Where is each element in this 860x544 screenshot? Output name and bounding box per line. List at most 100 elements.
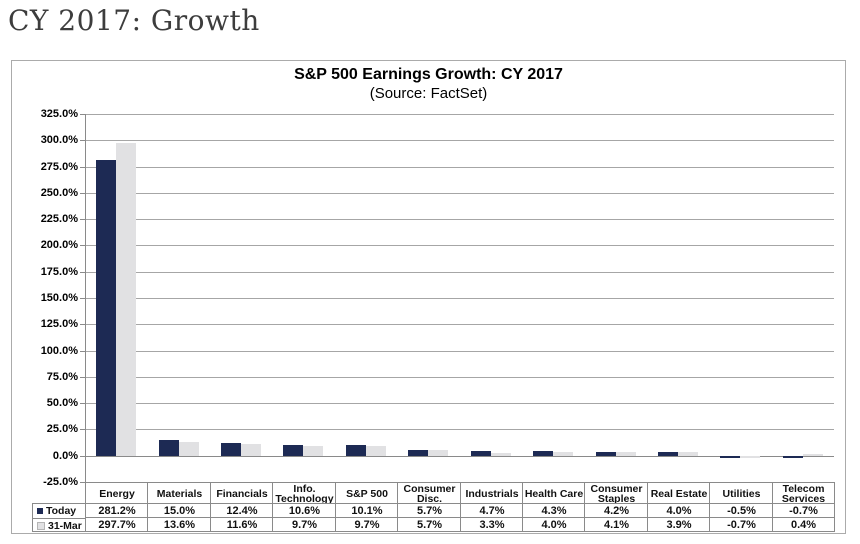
bar-today-consumer-disc <box>408 450 428 456</box>
y-axis-tick <box>80 272 85 273</box>
table-value-cell: 4.7% <box>460 503 523 518</box>
chart-title: S&P 500 Earnings Growth: CY 2017 <box>294 66 563 83</box>
y-axis-tick <box>80 167 85 168</box>
table-value-cell: 10.6% <box>272 503 336 518</box>
y-axis-tick <box>80 351 85 352</box>
table-header-cell: Consumer Staples <box>584 482 648 504</box>
y-axis-tick-label: 275.0% <box>40 161 78 173</box>
table-header-cell: Energy <box>85 482 148 504</box>
gridline <box>85 377 834 378</box>
bar-today-real-estate <box>658 451 678 456</box>
y-axis-tick <box>80 219 85 220</box>
table-value-cell: 9.7% <box>272 517 336 532</box>
legend-swatch-today <box>37 508 43 514</box>
gridline <box>85 167 834 168</box>
table-value-cell: 281.2% <box>85 503 148 518</box>
bar-31-mar-real-estate <box>678 451 698 456</box>
y-axis-tick-label: -25.0% <box>43 476 78 488</box>
page-title: CY 2017: Growth <box>8 4 260 37</box>
legend-label: 31-Mar <box>48 519 82 532</box>
y-axis-tick-label: 50.0% <box>46 397 78 409</box>
y-axis-tick-label: 25.0% <box>46 423 78 435</box>
y-axis-tick-label: 250.0% <box>40 187 78 199</box>
table-header-cell: Consumer Disc. <box>397 482 461 504</box>
table-value-cell: -0.7% <box>772 503 835 518</box>
y-axis-tick-label: 125.0% <box>40 318 78 330</box>
y-axis-tick-label: 200.0% <box>40 239 78 251</box>
gridline <box>85 193 834 194</box>
y-axis-tick <box>80 403 85 404</box>
y-axis-tick <box>80 140 85 141</box>
bar-today-financials <box>221 442 241 456</box>
legend-swatch-31-mar <box>37 521 45 530</box>
bar-31-mar-utilities <box>740 456 760 458</box>
table-value-cell: 9.7% <box>335 517 398 532</box>
table-value-cell: 4.1% <box>584 517 648 532</box>
y-axis-tick <box>80 482 85 483</box>
legend-label: Today <box>46 505 77 517</box>
y-axis-tick-label: 75.0% <box>46 371 78 383</box>
gridline <box>85 245 834 246</box>
y-axis-tick <box>80 245 85 246</box>
bar-31-mar-s-p-500 <box>366 445 386 456</box>
data-table: Energy 281.2% 297.7% Materials 15.0% 13.6% Fin… <box>12 61 845 533</box>
table-value-cell: 3.9% <box>647 517 710 532</box>
table-header-cell: Health Care <box>522 482 585 504</box>
table-header-cell: S&P 500 <box>335 482 398 504</box>
table-value-cell: 4.2% <box>584 503 648 518</box>
chart-subtitle: (Source: FactSet) <box>369 85 488 102</box>
y-axis-tick-label: 150.0% <box>40 292 78 304</box>
y-axis-tick-label: 225.0% <box>40 213 78 225</box>
gridline <box>85 324 834 325</box>
gridline <box>85 114 834 115</box>
table-value-cell: 5.7% <box>397 503 461 518</box>
table-value-cell: 297.7% <box>85 517 148 532</box>
bar-today-industrials <box>471 451 491 456</box>
bar-31-mar-energy <box>116 142 136 456</box>
table-value-cell: 12.4% <box>210 503 273 518</box>
table-value-cell: 15.0% <box>147 503 211 518</box>
bar-31-mar-info-technology <box>303 445 323 456</box>
bar-31-mar-industrials <box>491 452 511 456</box>
gridline <box>85 351 834 352</box>
table-header-cell: Utilities <box>709 482 773 504</box>
bar-31-mar-health-care <box>553 451 573 456</box>
bar-31-mar-consumer-staples <box>616 451 636 456</box>
gridline <box>85 298 834 299</box>
table-header-cell: Telecom Services <box>772 482 835 504</box>
chart-container: S&P 500 Earnings Growth: CY 2017 (Source… <box>11 60 846 534</box>
y-axis-tick <box>80 456 85 457</box>
bar-today-consumer-staples <box>596 451 616 456</box>
y-axis-tick <box>80 298 85 299</box>
bar-today-s-p-500 <box>346 445 366 456</box>
legend: Today 31-Mar <box>32 503 86 532</box>
bar-31-mar-materials <box>179 441 199 456</box>
y-axis-tick-label: 0.0% <box>52 450 78 462</box>
table-value-cell: 4.0% <box>522 517 585 532</box>
y-axis-tick <box>80 324 85 325</box>
table-value-cell: 13.6% <box>147 517 211 532</box>
table-value-cell: -0.7% <box>709 517 773 532</box>
bar-today-energy <box>96 160 116 456</box>
table-header-cell: Real Estate <box>647 482 710 504</box>
gridline <box>85 219 834 220</box>
y-axis-tick-label: 175.0% <box>40 266 78 278</box>
x-axis-line <box>85 456 834 457</box>
bar-today-info-technology <box>283 444 303 456</box>
bar-31-mar-telecom-services <box>803 454 823 456</box>
table-value-cell: 10.1% <box>335 503 398 518</box>
table-header-cell: Materials <box>147 482 211 504</box>
table-value-cell: 3.3% <box>460 517 523 532</box>
bar-today-utilities <box>720 456 740 458</box>
y-axis-tick-label: 300.0% <box>40 134 78 146</box>
y-axis-tick <box>80 429 85 430</box>
table-value-cell: 4.0% <box>647 503 710 518</box>
y-axis-tick <box>80 193 85 194</box>
y-axis-line <box>85 114 86 482</box>
legend-item-31-mar: 31-Mar <box>33 518 85 532</box>
y-axis-tick-label: 100.0% <box>40 345 78 357</box>
bar-today-materials <box>159 440 179 456</box>
gridline <box>85 403 834 404</box>
bar-today-telecom-services <box>783 456 803 458</box>
